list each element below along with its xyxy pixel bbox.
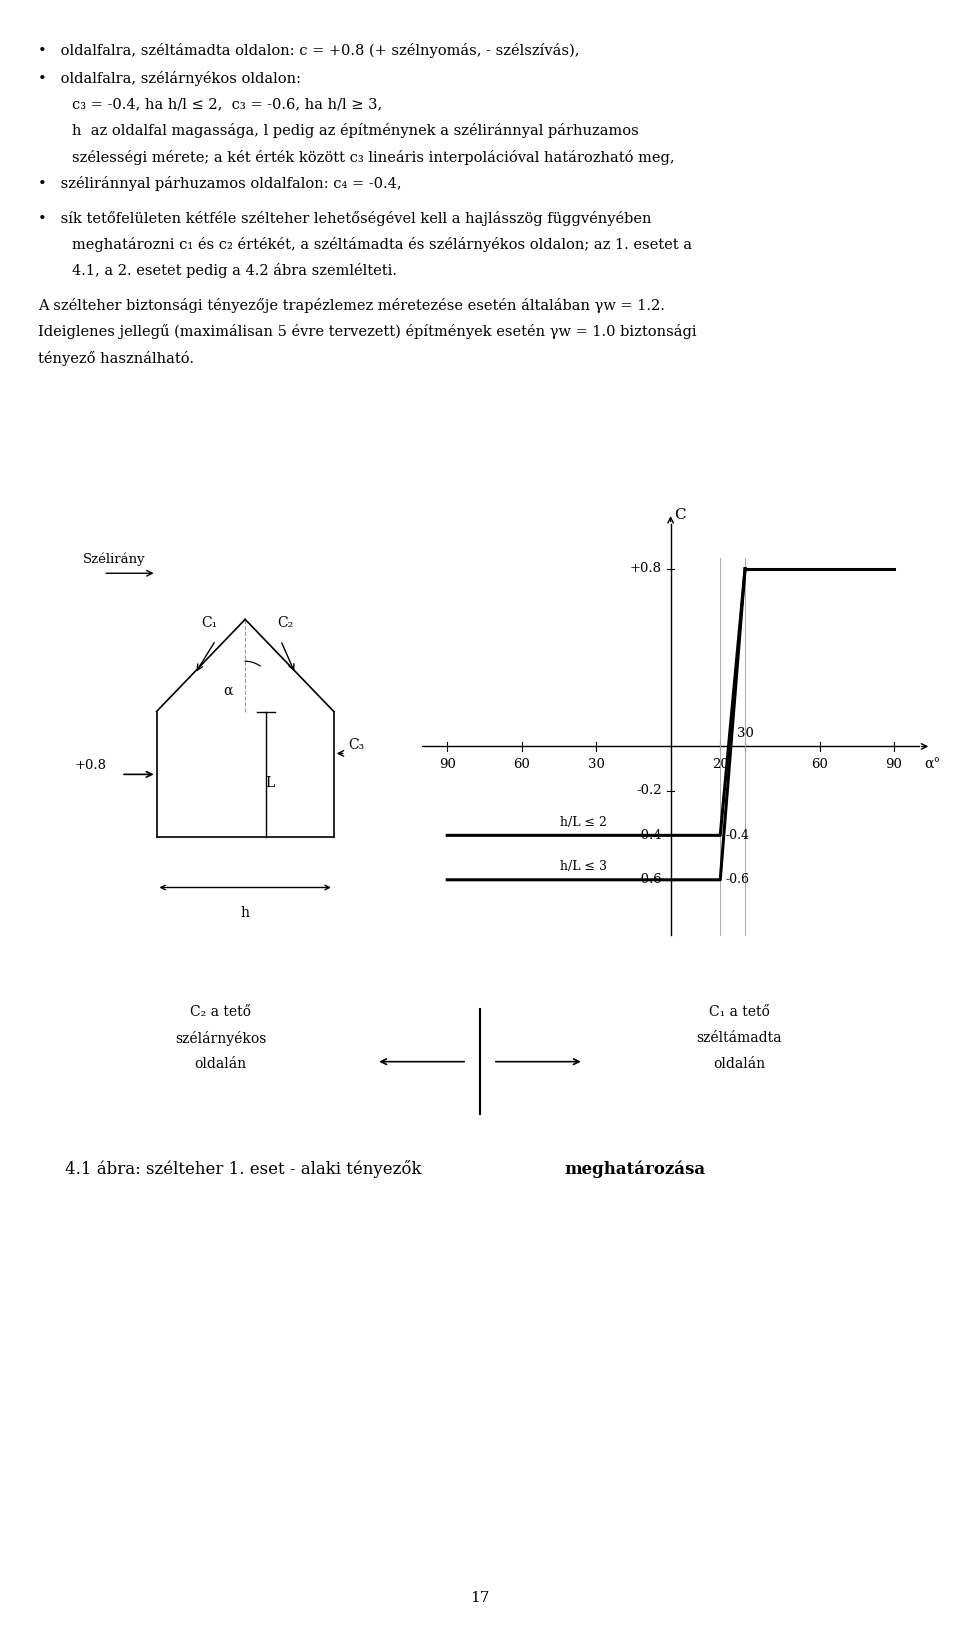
Text: •   oldalfalra, szélárnyékos oldalon:: • oldalfalra, szélárnyékos oldalon: (38, 71, 301, 86)
Text: h: h (241, 907, 250, 920)
Text: oldalán: oldalán (713, 1057, 765, 1072)
Text: 4.1, a 2. esetet pedig a 4.2 ábra szemlélteti.: 4.1, a 2. esetet pedig a 4.2 ábra szemlé… (72, 263, 397, 278)
Text: 20: 20 (712, 757, 729, 770)
Text: C₁: C₁ (202, 616, 218, 630)
Text: 90: 90 (439, 757, 456, 770)
Text: C₂: C₂ (276, 616, 293, 630)
Text: α°: α° (924, 757, 940, 772)
Text: Ideiglenes jellegű (maximálisan 5 évre tervezett) építmények esetén γw = 1.0 biz: Ideiglenes jellegű (maximálisan 5 évre t… (38, 324, 697, 339)
Text: h  az oldalfal magassága, l pedig az építménynek a széliránnyal párhuzamos: h az oldalfal magassága, l pedig az épít… (72, 123, 638, 138)
Text: 90: 90 (885, 757, 902, 770)
Text: C: C (674, 509, 686, 522)
Text: 30: 30 (588, 757, 605, 770)
Text: +0.8: +0.8 (630, 563, 661, 574)
Text: •   oldalfalra, széltámadta oldalon: c = +0.8 (+ szélnyomás, - szélszívás),: • oldalfalra, széltámadta oldalon: c = +… (38, 43, 580, 58)
Text: 60: 60 (811, 757, 828, 770)
Text: szélárnyékos: szélárnyékos (175, 1030, 267, 1045)
Text: C₁ a tető: C₁ a tető (708, 1004, 770, 1019)
Text: meghatározása: meghatározása (564, 1160, 705, 1179)
Text: c₃ = -0.4, ha h/l ≤ 2,  c₃ = -0.6, ha h/l ≥ 3,: c₃ = -0.4, ha h/l ≤ 2, c₃ = -0.6, ha h/l… (72, 97, 382, 112)
Text: C₃: C₃ (348, 737, 365, 752)
Text: -0.2: -0.2 (636, 785, 661, 797)
Text: szélességi mérete; a két érték között c₃ lineáris interpolációval határozható me: szélességi mérete; a két érték között c₃… (72, 150, 675, 165)
Text: h/L ≤ 2: h/L ≤ 2 (561, 816, 607, 828)
Text: 30: 30 (736, 728, 754, 739)
Text: h/L ≤ 3: h/L ≤ 3 (561, 861, 608, 872)
Text: A szélteher biztonsági tényezője trapézlemez méretezése esetén általában γw = 1.: A szélteher biztonsági tényezője trapézl… (38, 298, 665, 313)
Text: -0.6: -0.6 (636, 874, 661, 886)
Text: meghatározni c₁ és c₂ értékét, a széltámadta és szélárnyékos oldalon; az 1. eset: meghatározni c₁ és c₂ értékét, a széltám… (72, 237, 692, 252)
Text: -0.4: -0.4 (636, 830, 661, 841)
Text: +0.8: +0.8 (74, 759, 107, 772)
Text: α: α (223, 683, 232, 698)
Text: C₂ a tető: C₂ a tető (190, 1004, 252, 1019)
Text: -0.4: -0.4 (725, 830, 749, 841)
Text: •   sík tetőfelületen kétféle szélteher lehetőségével kell a hajlásszög függvény: • sík tetőfelületen kétféle szélteher le… (38, 211, 652, 226)
Text: •   széliránnyal párhuzamos oldalfalon: c₄ = -0.4,: • széliránnyal párhuzamos oldalfalon: c₄… (38, 176, 402, 191)
Text: L: L (266, 775, 275, 790)
Text: 17: 17 (470, 1590, 490, 1605)
Text: -0.6: -0.6 (725, 874, 749, 886)
Text: oldalán: oldalán (195, 1057, 247, 1072)
Text: 60: 60 (514, 757, 530, 770)
Text: Szélirány: Szélirány (83, 553, 145, 566)
Text: tényező használható.: tényező használható. (38, 351, 194, 365)
Text: széltámadta: széltámadta (696, 1030, 782, 1045)
Text: 4.1 ábra: szélteher 1. eset - alaki tényezők: 4.1 ábra: szélteher 1. eset - alaki tény… (65, 1160, 426, 1179)
